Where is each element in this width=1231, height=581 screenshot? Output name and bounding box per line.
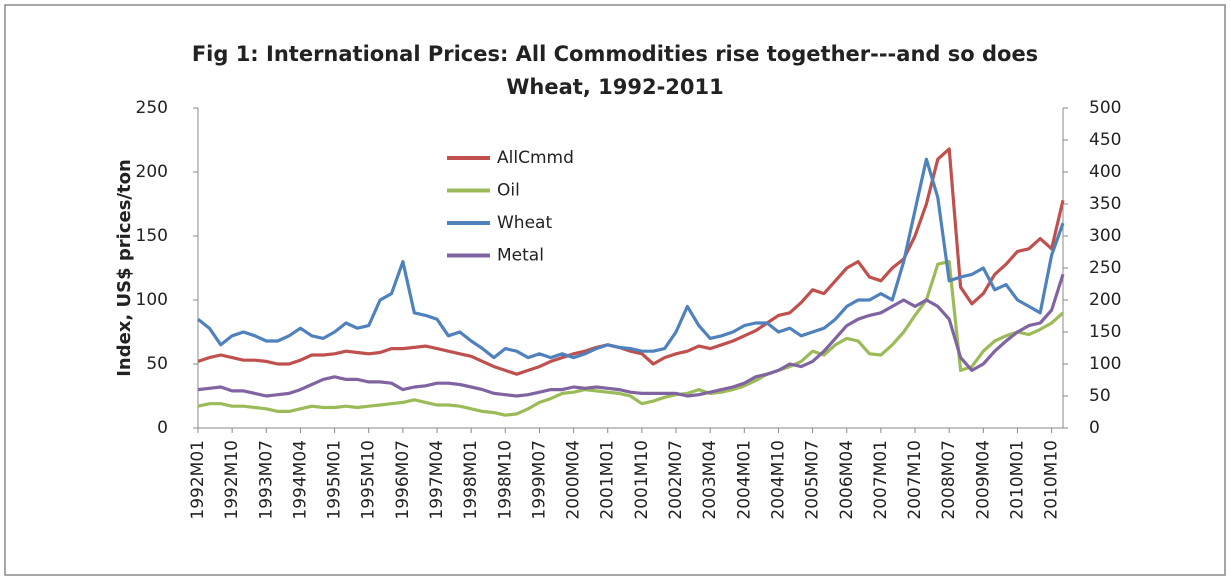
- x-tick-label: 2000M04: [564, 440, 584, 520]
- legend-label: Metal: [497, 246, 544, 266]
- x-tick-label: 2008M07: [939, 440, 959, 520]
- x-tick-label: 2001M10: [632, 440, 652, 520]
- x-tick-label: 2001M01: [598, 440, 618, 520]
- x-tick-label: 1999M07: [529, 440, 549, 520]
- y-tick-label: 200: [136, 162, 168, 182]
- series-line: [197, 147, 1065, 376]
- series-line: [197, 157, 1065, 360]
- legend-label: Wheat: [497, 213, 552, 233]
- x-tick-label: 2007M10: [905, 440, 925, 520]
- y2-tick-label: 150: [1089, 322, 1121, 342]
- y2-tick-label: 50: [1089, 386, 1111, 406]
- x-tick-label: 2004M10: [768, 440, 788, 520]
- x-tick-label: 2010M01: [1007, 440, 1027, 520]
- x-tick-label: 1992M10: [222, 440, 242, 520]
- chart-title: Fig 1: International Prices: All Commodi…: [192, 42, 1038, 66]
- x-tick-label: 1996M07: [393, 440, 413, 520]
- x-tick-label: 1998M01: [461, 440, 481, 520]
- y2-tick-label: 250: [1089, 258, 1121, 278]
- x-tick-label: 2003M04: [700, 440, 720, 520]
- x-tick-label: 2006M04: [837, 440, 857, 520]
- chart-border: [4, 4, 1226, 576]
- legend-label: AllCmmd: [497, 148, 574, 168]
- series-line: [197, 273, 1065, 398]
- y-tick-label: 150: [136, 226, 168, 246]
- y-axis-title: Index, US$ prices/ton: [114, 159, 135, 377]
- y2-tick-label: 400: [1089, 162, 1121, 182]
- y-tick-label: 0: [157, 418, 168, 438]
- x-tick-label: 2010M10: [1042, 440, 1062, 520]
- y2-tick-label: 350: [1089, 194, 1121, 214]
- series-line: [197, 260, 1065, 417]
- x-tick-label: 1997M04: [427, 440, 447, 520]
- x-tick-label: 1994M04: [290, 440, 310, 520]
- y2-tick-label: 450: [1089, 130, 1121, 150]
- x-tick-label: 2004M01: [734, 440, 754, 520]
- y2-tick-label: 300: [1089, 226, 1121, 246]
- y2-tick-label: 0: [1089, 418, 1100, 438]
- x-tick-label: 1995M01: [325, 440, 345, 520]
- x-tick-label: 2009M04: [973, 440, 993, 520]
- y-tick-label: 50: [146, 354, 168, 374]
- x-tick-label: 1998M10: [495, 440, 515, 520]
- y2-tick-label: 100: [1089, 354, 1121, 374]
- x-tick-label: 2002M07: [666, 440, 686, 520]
- y2-tick-label: 200: [1089, 290, 1121, 310]
- x-tick-label: 1992M01: [188, 440, 208, 520]
- x-tick-label: 1995M10: [359, 440, 379, 520]
- chart-title: Wheat, 1992-2011: [506, 75, 723, 99]
- x-tick-label: 2007M01: [871, 440, 891, 520]
- y-tick-label: 250: [136, 98, 168, 118]
- legend-label: Oil: [497, 181, 520, 201]
- x-tick-label: 2005M07: [803, 440, 823, 520]
- y2-tick-label: 500: [1089, 98, 1121, 118]
- y-tick-label: 100: [136, 290, 168, 310]
- x-tick-label: 1993M07: [256, 440, 276, 520]
